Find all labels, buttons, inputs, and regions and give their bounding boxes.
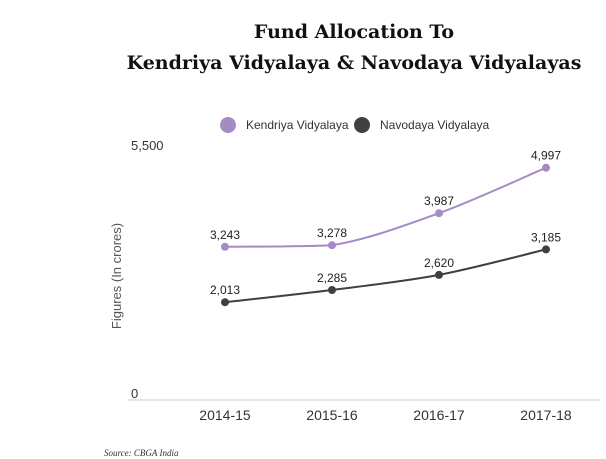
x-tick-2015-16: 2015-16 [306, 407, 358, 423]
data-point-kendriya-2015-16 [328, 241, 336, 250]
chart-title-line-2: Kendriya Vidyalaya & Navodaya Vidyalayas [127, 52, 582, 74]
y-tick-top: 5,500 [131, 138, 164, 153]
data-label-kendriya-2016-17: 3,987 [424, 194, 454, 208]
chart-title-line-1: Fund Allocation To [254, 21, 454, 43]
x-tick-2014-15: 2014-15 [199, 407, 251, 423]
data-label-navodaya-2016-17: 2,620 [424, 256, 454, 270]
data-label-kendriya-2015-16: 3,278 [317, 226, 347, 240]
x-tick-2017-18: 2017-18 [520, 407, 572, 423]
data-point-navodaya-2014-15 [221, 298, 229, 307]
series-line-kendriya [224, 166, 547, 248]
x-tick-labels: 2014-15 2015-16 2016-17 2017-18 [199, 407, 572, 423]
x-tick-2016-17: 2016-17 [413, 407, 465, 423]
legend: Kendriya Vidyalaya Navodaya Vidyalaya [220, 117, 490, 133]
data-point-navodaya-2015-16 [328, 286, 336, 294]
data-label-kendriya-2017-18: 4,997 [531, 149, 561, 163]
data-label-navodaya-2014-15: 2,013 [210, 283, 240, 297]
legend-label-navodaya: Navodaya Vidyalaya [380, 118, 490, 132]
data-point-navodaya-2016-17 [435, 270, 443, 279]
data-point-kendriya-2016-17 [435, 209, 443, 218]
source-note: Source: CBGA India [104, 448, 179, 458]
legend-marker-navodaya [354, 117, 370, 133]
data-point-kendriya-2014-15 [221, 242, 229, 251]
data-label-navodaya-2017-18: 3,185 [531, 230, 561, 244]
series-layer: 3,243 3,278 3,987 4,997 2,013 2,285 2,620 3,185 [210, 149, 561, 307]
data-label-navodaya-2015-16: 2,285 [317, 271, 347, 285]
legend-label-kendriya: Kendriya Vidyalaya [246, 118, 349, 132]
data-label-kendriya-2014-15: 3,243 [210, 228, 240, 242]
data-point-navodaya-2017-18 [542, 245, 550, 254]
y-tick-zero: 0 [131, 386, 138, 401]
series-line-navodaya [224, 248, 547, 304]
legend-marker-kendriya [220, 117, 236, 133]
y-axis-label: Figures (In crores) [109, 223, 124, 329]
data-point-kendriya-2017-18 [542, 163, 550, 172]
